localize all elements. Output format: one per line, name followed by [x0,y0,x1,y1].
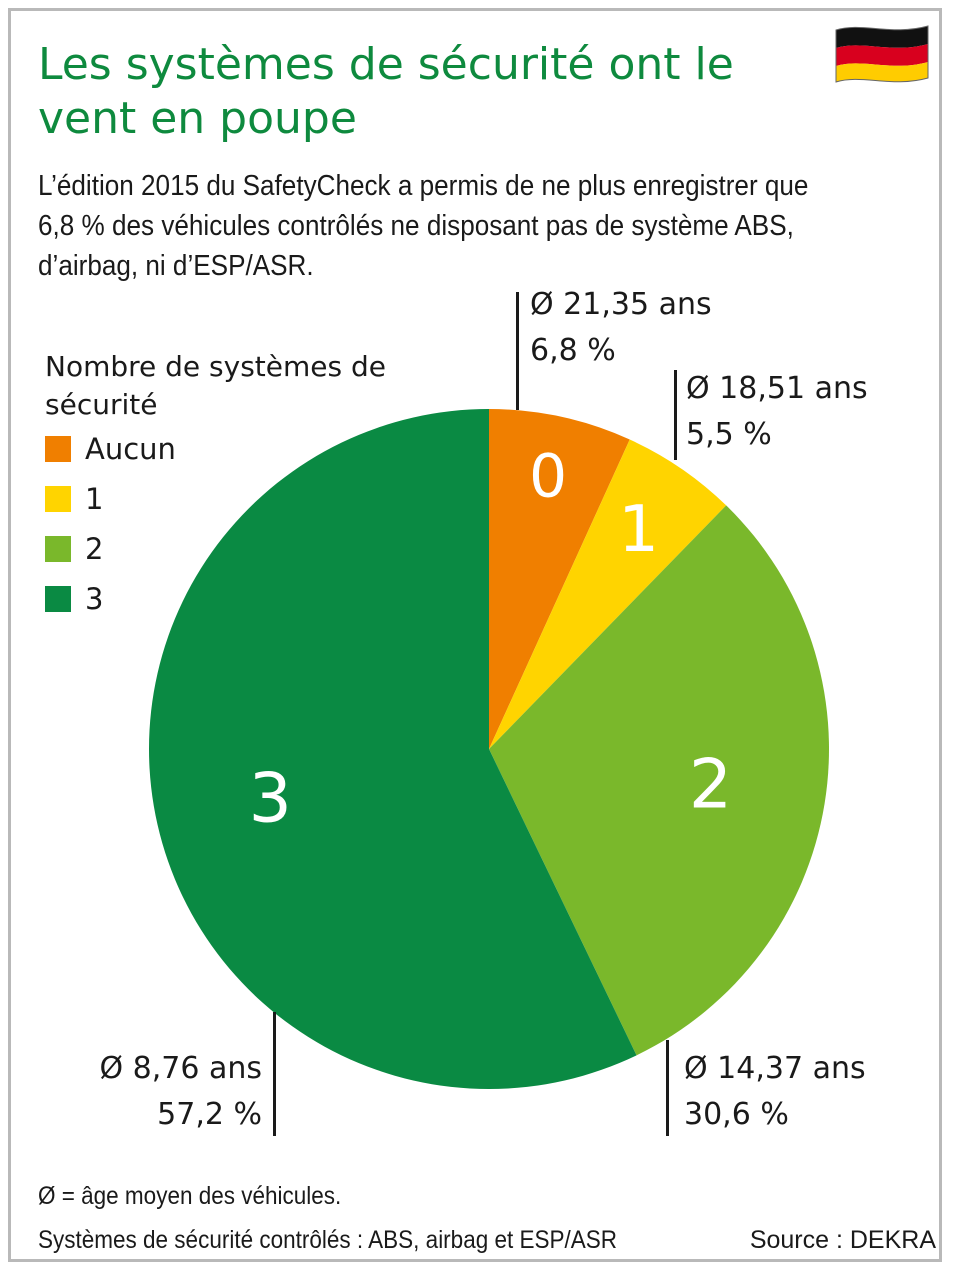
annotation-1: Ø 18,51 ans 5,5 % [686,366,868,458]
legend-swatch [45,586,71,612]
footnote-systems: Systèmes de sécurité contrôlés : ABS, ai… [38,1226,618,1254]
legend-swatch [45,436,71,462]
annotation-share: 57,2 % [157,1097,262,1132]
annotation-2: Ø 14,37 ans 30,6 % [684,1046,866,1138]
legend: Nombre de systèmes de sécurité Aucun 1 2… [45,348,405,624]
annotation-share: 5,5 % [686,417,772,452]
legend-swatch [45,536,71,562]
footnote-symbol: Ø = âge moyen des véhicules. [38,1182,342,1210]
pie-slice-2 [489,505,830,1056]
legend-label: 1 [85,482,104,516]
pie-slice-1 [489,439,727,749]
leader-line-3 [273,1012,276,1136]
pie-slice-0 [489,409,630,749]
leader-line-1 [674,370,677,460]
leader-line-2 [666,1040,669,1136]
legend-title: Nombre de systèmes de sécurité [45,350,386,421]
annotation-0: Ø 21,35 ans 6,8 % [530,282,712,374]
legend-item-2: 2 [45,524,405,574]
slice-label-2: 2 [689,746,732,825]
slice-label-0: 0 [529,442,567,512]
chart-subtitle: L’édition 2015 du SafetyCheck a permis d… [38,170,809,282]
annotation-age: Ø 8,76 ans [99,1051,262,1086]
leader-line-0 [516,292,519,410]
legend-item-aucun: Aucun [45,424,405,474]
legend-item-1: 1 [45,474,405,524]
annotation-age: Ø 14,37 ans [684,1051,866,1086]
annotation-age: Ø 18,51 ans [686,371,868,406]
chart-title: Les systèmes de sécurité ont le vent en … [38,39,734,144]
legend-label: 2 [85,532,104,566]
annotation-share: 30,6 % [684,1097,789,1132]
annotation-age: Ø 21,35 ans [530,287,712,322]
germany-flag-icon [835,25,929,83]
legend-label: 3 [85,582,104,616]
slice-label-3: 3 [249,759,292,838]
legend-item-3: 3 [45,574,405,624]
source-note: Source : DEKRA [749,1226,936,1254]
slice-label-1: 1 [618,493,659,567]
pie-slice-3 [149,409,637,1089]
annotation-3: Ø 8,76 ans 57,2 % [40,1046,262,1138]
annotation-share: 6,8 % [530,333,616,368]
legend-swatch [45,486,71,512]
legend-label: Aucun [85,432,176,466]
